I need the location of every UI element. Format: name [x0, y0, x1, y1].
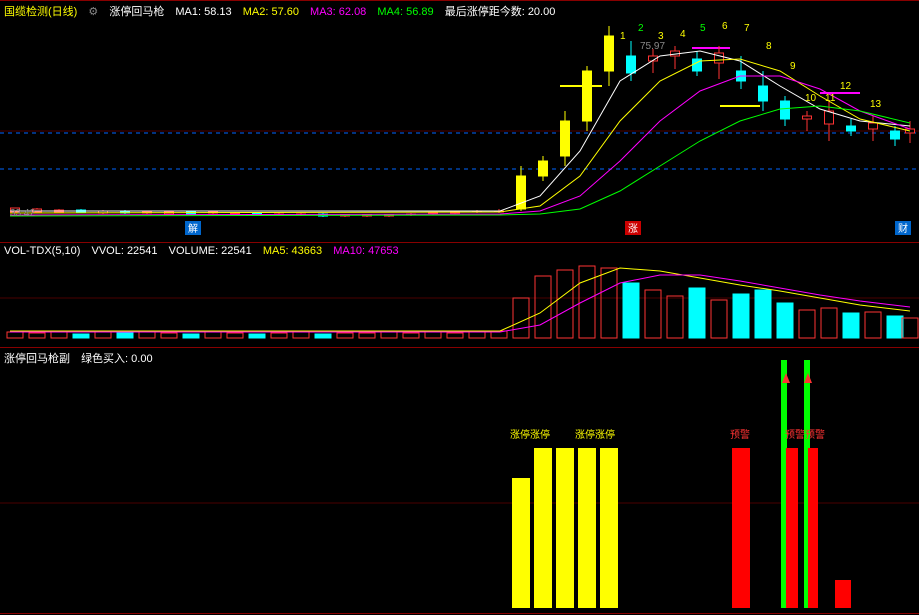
- sub-indicator-panel[interactable]: 涨停回马枪副 绿色买入: 0.00 涨停涨停 涨停涨停 预警 预警预警: [0, 347, 919, 614]
- main-chart-svg[interactable]: 33.42 75.97 1 1 2 3 4 5 6 7 8 9 10 11 12…: [0, 1, 919, 243]
- svg-text:涨停涨停: 涨停涨停: [510, 428, 550, 441]
- volume-chart-svg[interactable]: [0, 243, 919, 348]
- svg-text:解: 解: [188, 222, 198, 235]
- volume-panel[interactable]: VOL-TDX(5,10) VVOL: 22541 VOLUME: 22541 …: [0, 242, 919, 347]
- svg-text:10: 10: [805, 93, 817, 104]
- svg-text:7: 7: [744, 23, 750, 34]
- svg-text:预警: 预警: [730, 428, 750, 441]
- svg-text:3: 3: [658, 31, 664, 42]
- sub-chart-svg[interactable]: 涨停涨停 涨停涨停 预警 预警预警: [0, 348, 919, 615]
- left-price-label: 33.42: [10, 208, 35, 219]
- svg-text:8: 8: [766, 41, 772, 52]
- top-price-label: 75.97: [640, 41, 665, 52]
- svg-text:13: 13: [870, 99, 882, 110]
- svg-text:财: 财: [898, 222, 908, 235]
- svg-text:涨停涨停: 涨停涨停: [575, 428, 615, 441]
- svg-text:2: 2: [638, 23, 644, 34]
- svg-text:1: 1: [620, 31, 626, 42]
- svg-text:涨: 涨: [628, 223, 638, 235]
- main-chart-panel[interactable]: 国缆检测(日线) ⚙ 涨停回马枪 MA1: 58.13 MA2: 57.60 M…: [0, 0, 919, 242]
- svg-text:6: 6: [722, 21, 728, 32]
- svg-text:12: 12: [840, 81, 852, 92]
- svg-text:1: 1: [560, 133, 566, 144]
- svg-text:预警预警: 预警预警: [785, 428, 825, 441]
- svg-text:11: 11: [825, 93, 836, 104]
- svg-text:4: 4: [680, 29, 686, 40]
- svg-text:9: 9: [790, 61, 796, 72]
- svg-text:5: 5: [700, 23, 706, 34]
